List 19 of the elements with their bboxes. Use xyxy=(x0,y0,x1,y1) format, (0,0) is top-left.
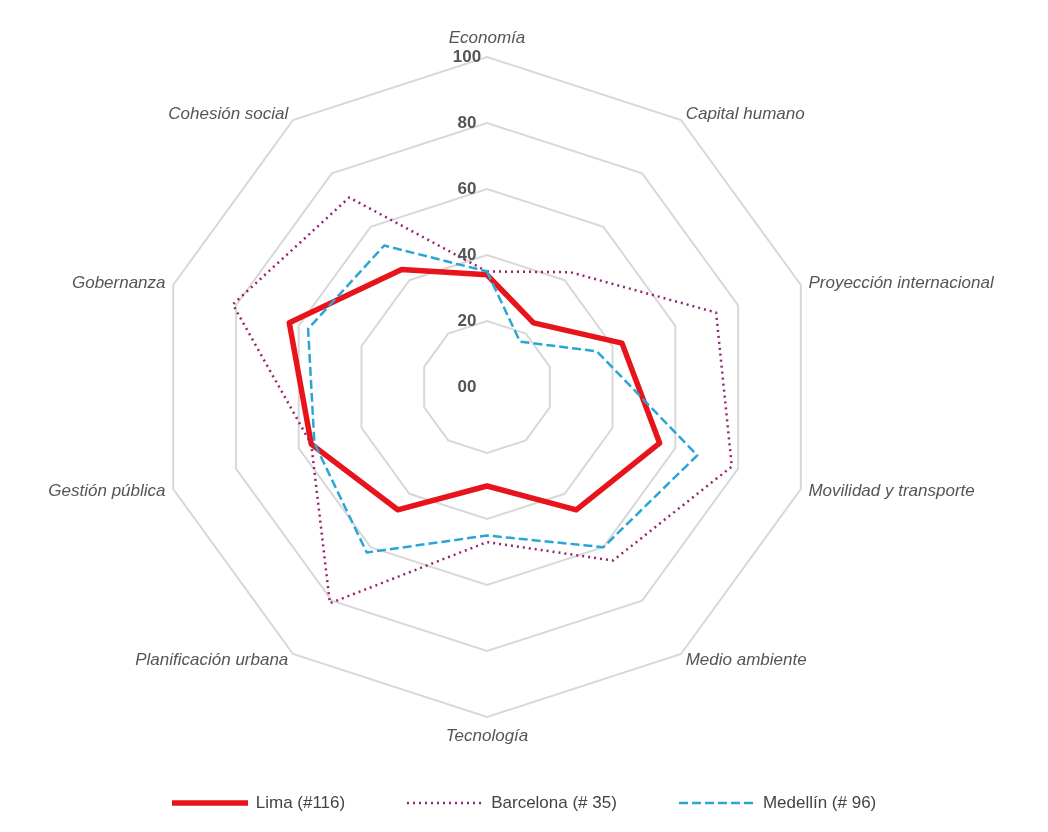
spoke-label: Medio ambiente xyxy=(685,650,807,670)
y-tick-label: 00 xyxy=(457,377,477,396)
y-tick-label: 100 xyxy=(452,47,482,66)
y-tick-label: 60 xyxy=(457,179,477,198)
spoke-label: Planificación urbana xyxy=(135,650,289,670)
legend-label: Barcelona (# 35) xyxy=(491,793,617,813)
spoke-label: Proyección internacional xyxy=(808,272,995,292)
spoke-label: Cohesión social xyxy=(168,103,290,123)
y-tick-label: 40 xyxy=(457,245,477,264)
spoke-label: Capital humano xyxy=(685,103,805,123)
legend-label: Medellín (# 96) xyxy=(762,793,877,813)
spoke-label: Movilidad y transporte xyxy=(808,481,975,501)
y-tick-label: 20 xyxy=(457,311,477,330)
legend-label: Lima (#116) xyxy=(255,793,346,813)
spoke-label: Economía xyxy=(448,28,526,47)
y-tick-label: 80 xyxy=(457,113,477,132)
spoke-label: Tecnología xyxy=(445,726,529,745)
spoke-label: Gestión pública xyxy=(48,481,166,501)
spoke-label: Gobernanza xyxy=(71,272,166,292)
